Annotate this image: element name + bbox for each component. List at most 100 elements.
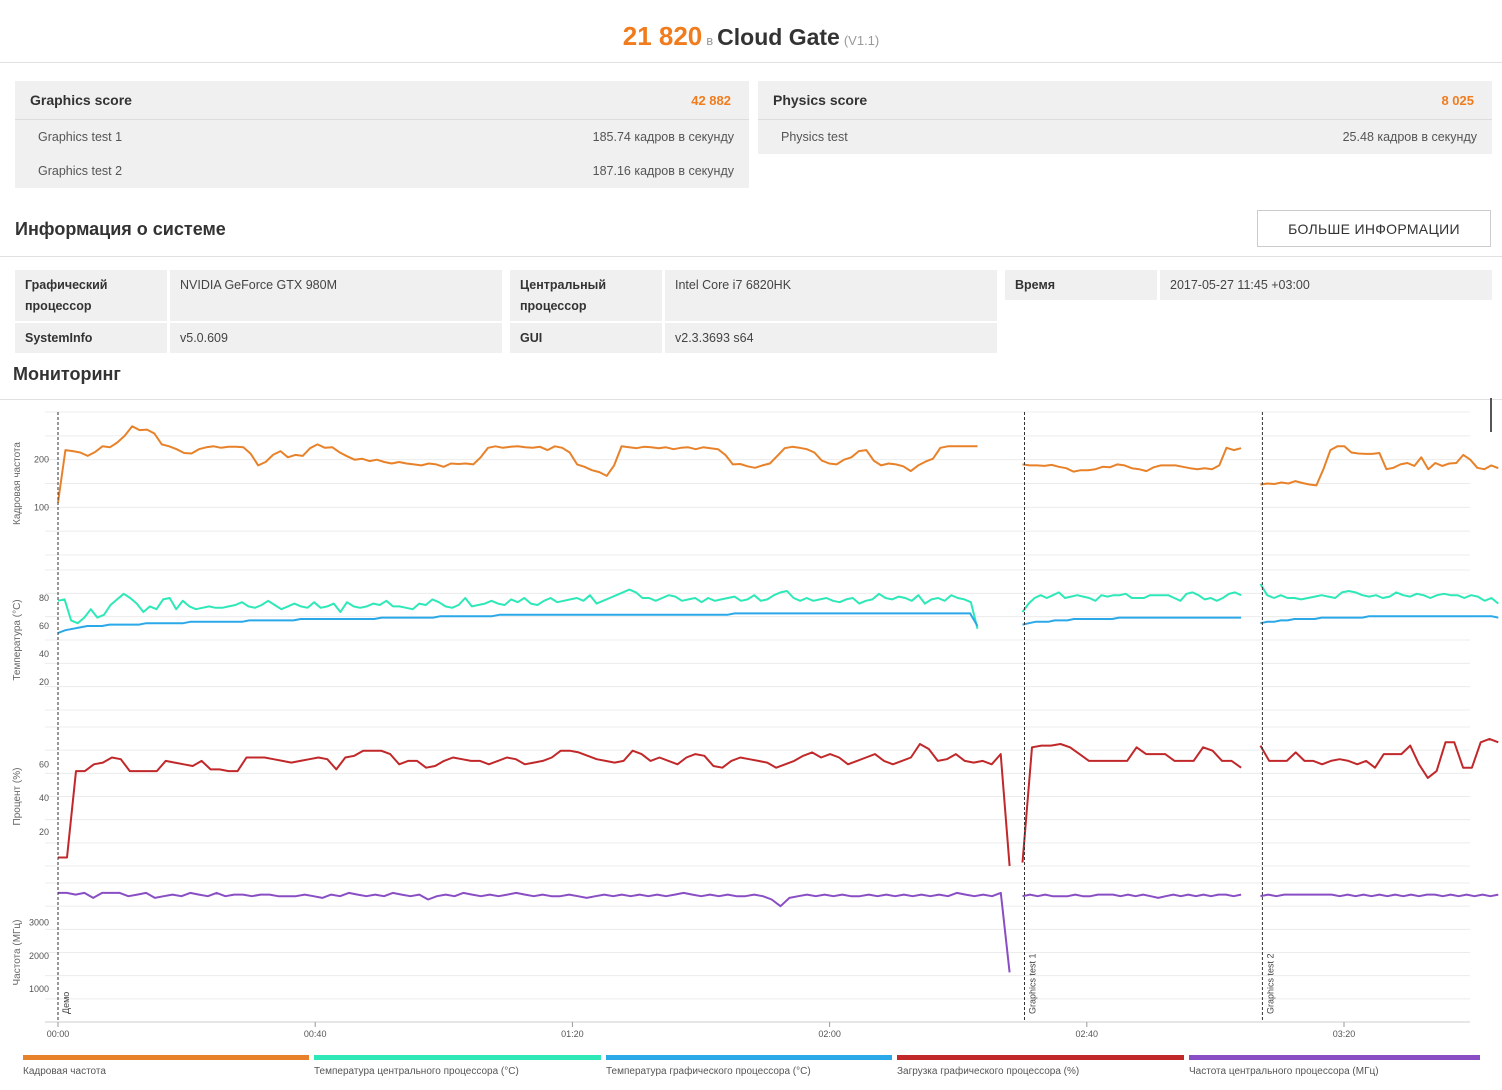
y-tick-label: 20 [39, 677, 49, 687]
phase-label: Graphics test 2 [1265, 953, 1275, 1014]
benchmark-version: (V1.1) [843, 33, 880, 48]
scrollbar-thumb[interactable] [1490, 398, 1492, 432]
y-axis-label: Процент (%) [12, 768, 23, 826]
sysinfo-value-text: v5.0.609 [180, 331, 228, 345]
graphics-test-2-row: Graphics test 2 187.16 кадров в секунду [15, 154, 749, 188]
test-value: 25.48 кадров в секунду [1342, 130, 1477, 144]
series-line [1260, 445, 1499, 487]
series-line [1260, 615, 1499, 625]
system-info-title: Информация о системе [15, 219, 226, 239]
x-tick-label: 01:20 [561, 1029, 584, 1039]
y-tick-label: 2000 [29, 951, 49, 961]
gui-value: v2.3.3693 s64 [665, 323, 997, 353]
cpu-label-text: Центральный процессор [520, 278, 607, 313]
legend-item-fps[interactable]: Кадровая частота [23, 1055, 309, 1081]
result-header: 21 820 в Cloud Gate (V1.1) [0, 0, 1502, 63]
gui-label-text: GUI [520, 331, 543, 345]
legend-label: Загрузка графического процессора (%) [897, 1066, 1080, 1077]
cpu-label: Центральный процессор [510, 270, 662, 321]
y-tick-label: 80 [39, 593, 49, 603]
y-tick-label: 100 [34, 502, 49, 512]
x-tick-label: 03:20 [1333, 1029, 1356, 1039]
series-line [1022, 616, 1242, 626]
legend-label: Температура графического процессора (°C) [606, 1066, 811, 1077]
overall-score: 21 820 [622, 21, 703, 51]
legend-label: Кадровая частота [23, 1066, 106, 1077]
cpu-value-text: Intel Core i7 6820HK [675, 278, 792, 292]
series-line [1259, 583, 1499, 605]
in-label: в [706, 33, 714, 48]
phase-label: Демо [61, 992, 71, 1014]
legend-item-gpu-temp[interactable]: Температура графического процессора (°C) [606, 1055, 892, 1081]
cpu-value: Intel Core i7 6820HK [665, 270, 997, 321]
legend-swatch [314, 1055, 601, 1060]
graphics-score-header: Graphics score 42 882 [15, 81, 749, 120]
series-line [1259, 737, 1499, 779]
physics-test-row: Physics test 25.48 кадров в секунду [758, 120, 1492, 154]
gpu-value-text: NVIDIA GeForce GTX 980M [180, 278, 337, 292]
monitoring-title: Мониторинг [13, 364, 121, 384]
legend-swatch [23, 1055, 309, 1060]
y-axis-label: Частота (МГц) [12, 920, 23, 986]
graphics-score-label: Graphics score [30, 92, 132, 108]
x-tick-label: 02:00 [818, 1029, 841, 1039]
legend-swatch [1189, 1055, 1480, 1060]
legend-item-cpu-freq[interactable]: Частота центрального процессора (МГц) [1189, 1055, 1480, 1081]
series-line [57, 612, 979, 634]
sysinfo-label: SystemInfo [15, 323, 167, 353]
legend-swatch [606, 1055, 892, 1060]
legend-item-cpu-temp[interactable]: Температура центрального процессора (°C) [314, 1055, 601, 1081]
graphics-test-1-row: Graphics test 1 185.74 кадров в секунду [15, 120, 749, 154]
time-label-text: Время [1015, 278, 1055, 292]
graphics-score-value: 42 882 [691, 93, 731, 108]
test-value: 187.16 кадров в секунду [592, 164, 734, 178]
y-tick-label: 60 [39, 759, 49, 769]
legend-item-gpu-load[interactable]: Загрузка графического процессора (%) [897, 1055, 1184, 1081]
test-label: Graphics test 1 [38, 130, 123, 144]
series-line [1021, 591, 1242, 613]
y-axis-label: Кадровая частота [12, 442, 23, 525]
x-tick-label: 02:40 [1076, 1029, 1099, 1039]
series-line [58, 743, 1011, 867]
x-tick-label: 00:00 [47, 1029, 70, 1039]
series-line [58, 891, 1011, 973]
gpu-value: NVIDIA GeForce GTX 980M [170, 270, 502, 321]
time-label: Время [1005, 270, 1157, 300]
time-value: 2017-05-27 11:45 +03:00 [1160, 270, 1492, 300]
test-label: Graphics test 2 [38, 164, 123, 178]
physics-score-panel: Physics score 8 025 Physics test 25.48 к… [758, 81, 1492, 154]
y-axis-label: Температура (°C) [12, 599, 23, 680]
x-tick-label: 00:40 [304, 1029, 327, 1039]
physics-score-header: Physics score 8 025 [758, 81, 1492, 120]
legend-label: Частота центрального процессора (МГц) [1189, 1066, 1379, 1077]
divider [0, 256, 1502, 257]
phase-label: Graphics test 1 [1028, 953, 1038, 1014]
y-tick-label: 40 [39, 649, 49, 659]
y-tick-label: 3000 [29, 918, 49, 928]
test-label: Physics test [781, 130, 848, 144]
y-tick-label: 200 [34, 455, 49, 465]
monitoring-chart: 100 200 Кадровая частота 20 40 60 80 Температур… [12, 411, 1499, 1039]
divider [0, 399, 1502, 400]
time-value-text: 2017-05-27 11:45 +03:00 [1170, 278, 1310, 292]
series-line [1022, 893, 1242, 899]
sysinfo-label-text: SystemInfo [25, 331, 93, 345]
graphics-score-panel: Graphics score 42 882 Graphics test 1 18… [15, 81, 749, 188]
series-line [57, 425, 978, 503]
gpu-label-text: Графический процессор [25, 278, 108, 313]
y-tick-label: 20 [39, 827, 49, 837]
y-tick-label: 1000 [29, 984, 49, 994]
physics-score-label: Physics score [773, 92, 868, 108]
benchmark-name: Cloud Gate [717, 24, 840, 50]
more-info-button[interactable]: БОЛЬШЕ ИНФОРМАЦИИ [1257, 210, 1491, 247]
series-line [1022, 446, 1242, 473]
sysinfo-value: v5.0.609 [170, 323, 502, 353]
gpu-label: Графический процессор [15, 270, 167, 321]
gui-label: GUI [510, 323, 662, 353]
series-line [1260, 893, 1499, 898]
legend-swatch [897, 1055, 1184, 1060]
y-tick-label: 40 [39, 793, 49, 803]
series-line [1021, 743, 1242, 863]
test-value: 185.74 кадров в секунду [592, 130, 734, 144]
legend-label: Температура центрального процессора (°C) [314, 1066, 519, 1077]
